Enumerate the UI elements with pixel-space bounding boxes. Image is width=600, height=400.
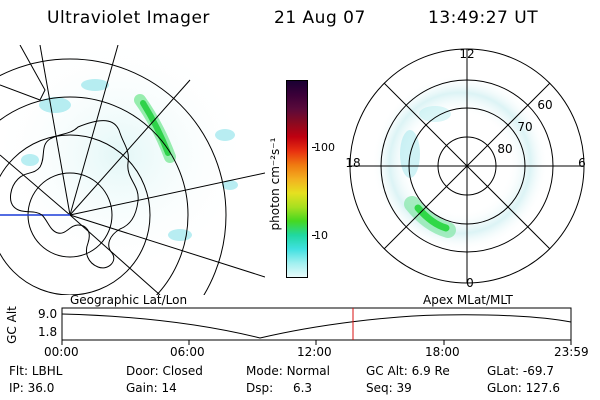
timeline-right-label: Apex MLat/MLT — [423, 293, 513, 307]
colorbar-label: photon cm⁻²s⁻¹ — [268, 137, 282, 231]
mlt-spokes — [350, 49, 584, 283]
status-glat: GLat: -69.7 — [487, 364, 554, 378]
timeline-xtick-1: 06:00 — [170, 345, 205, 359]
colorbar-tick-100: 100 — [314, 141, 335, 154]
mlat-label-70: 70 — [517, 120, 532, 134]
status-gain: Gain: 14 — [126, 381, 177, 395]
status-dsp: Dsp: 6.3 — [246, 381, 313, 395]
colorbar-tickmark-10 — [312, 235, 316, 236]
mlat-label-60: 60 — [537, 98, 552, 112]
coastline — [10, 120, 139, 269]
mlat-label-80: 80 — [497, 142, 512, 156]
mlt-label-0: 0 — [466, 276, 474, 290]
mlt-label-18: 18 — [345, 156, 360, 170]
geographic-image-panel — [0, 45, 265, 295]
timeline-axis-title: GC Alt — [5, 306, 19, 344]
polar-mlt-plot: 12 18 6 0 60 70 80 — [345, 47, 586, 290]
mlt-label-6: 6 — [578, 156, 586, 170]
colorbar-tick-10: 10 — [314, 229, 328, 242]
status-door: Door: Closed — [126, 364, 203, 378]
polar-emission-haze — [372, 75, 548, 251]
timeline-left-label: Geographic Lat/Lon — [70, 293, 188, 307]
colorbar-gradient — [287, 81, 307, 277]
time-label: 13:49:27 UT — [428, 8, 539, 28]
fov-border — [0, 45, 46, 101]
auroral-arc — [134, 94, 176, 163]
colorbar — [286, 80, 308, 278]
timeline-xtick-4: 23:59 — [554, 345, 589, 359]
instrument-title: Ultraviolet Imager — [47, 8, 210, 28]
altitude-curve — [61, 313, 572, 339]
status-glon: GLon: 127.6 — [487, 381, 560, 395]
status-mode: Mode: Normal — [246, 364, 330, 378]
timeline-x-tickmarks — [61, 340, 572, 345]
timeline-ytick-bottom: 1.8 — [38, 325, 58, 339]
status-gc-alt: GC Alt: 6.9 Re — [366, 364, 450, 378]
timeline-xtick-3: 18:00 — [425, 345, 460, 359]
status-flt: Flt: LBHL — [9, 364, 63, 378]
timeline-ytick-top: 9.0 — [38, 307, 58, 321]
timeline-frame — [61, 307, 572, 341]
timeline-xtick-2: 12:00 — [297, 345, 332, 359]
timeline-xtick-0: 00:00 — [44, 345, 79, 359]
altitude-timeline — [61, 307, 572, 345]
status-ip: IP: 36.0 — [9, 381, 55, 395]
date-label: 21 Aug 07 — [274, 8, 366, 28]
status-seq: Seq: 39 — [366, 381, 412, 395]
longitude-lines — [0, 45, 265, 295]
mlt-label-12: 12 — [459, 47, 474, 61]
colorbar-tickmark-100 — [312, 147, 316, 148]
